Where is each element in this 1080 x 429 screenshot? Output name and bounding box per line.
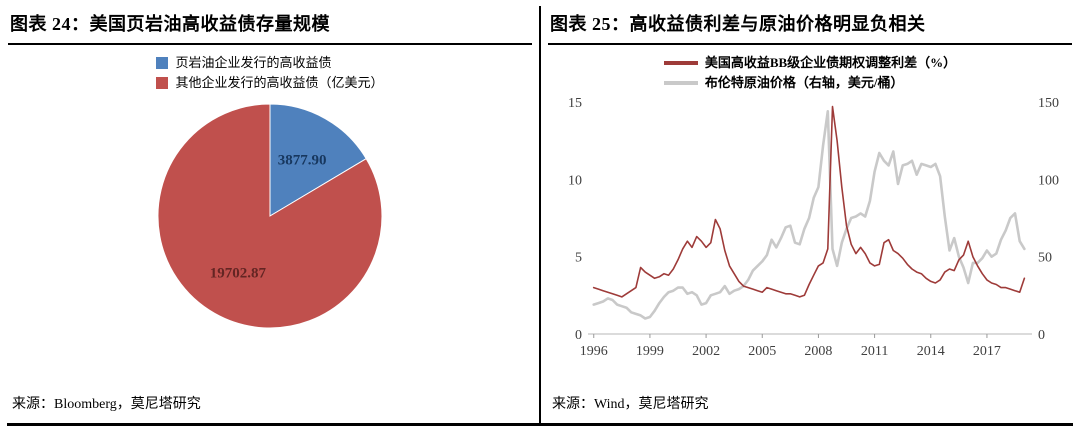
- figure-25-title-rule: [548, 43, 1072, 45]
- left-axis-tick-label: 0: [575, 328, 582, 343]
- legend-swatch-other-square: [156, 76, 169, 89]
- pie-chart: 3877.90 19702.87: [157, 103, 383, 329]
- pie-legend-row-shale: 页岩油企业发行的高收益债: [156, 55, 383, 70]
- pie-legend-label-shale: 页岩油企业发行的高收益债: [175, 55, 332, 70]
- series-line-right: [592, 109, 1026, 320]
- right-axis-tick-label: 0: [1038, 328, 1045, 343]
- series-line-left: [592, 105, 1026, 298]
- left-axis-tick-label: 15: [568, 96, 582, 111]
- pie-value-label-1: 19702.87: [210, 266, 267, 282]
- line-legend-label-spread: 美国高收益BB级企业债期权调整利差（%）: [704, 55, 957, 70]
- x-axis-tick-label: 1996: [580, 344, 608, 359]
- x-axis-tick-label: 2014: [917, 344, 945, 359]
- x-axis-tick-label: 2002: [692, 344, 720, 359]
- pie-legend: 页岩油企业发行的高收益债 其他企业发行的高收益债（亿美元）: [156, 55, 384, 90]
- pie-slice-1: [157, 103, 383, 329]
- x-axis-tick-label: 2011: [861, 344, 888, 359]
- pie-legend-label-other: 其他企业发行的高收益债（亿美元）: [175, 75, 384, 90]
- right-axis-tick-label: 100: [1038, 173, 1059, 188]
- x-axis-tick-label: 2017: [973, 344, 1001, 359]
- line-legend: 美国高收益BB级企业债期权调整利差（%） 布伦特原油价格（右轴，美元/桶）: [663, 55, 957, 90]
- pie-slice-0: [269, 103, 367, 217]
- line-chart-area: 0 5 10 15 0 50 100 150 1996 1999 2002 2005 2008 2011 2…: [548, 90, 1072, 375]
- x-axis-tick-label: 2005: [748, 344, 776, 359]
- line-legend-label-brent: 布伦特原油价格（右轴，美元/桶）: [704, 75, 904, 90]
- bottom-rule: [7, 423, 1073, 426]
- pie-legend-row-other: 其他企业发行的高收益债（亿美元）: [156, 75, 384, 90]
- figure-24-title-rule: [8, 43, 532, 45]
- line-legend-row-spread: 美国高收益BB级企业债期权调整利差（%）: [663, 55, 957, 70]
- panel-figure-25: 图表 25：高收益债利差与原油价格明显负相关 美国高收益BB级企业债期权调整利差…: [540, 0, 1080, 429]
- pie-chart-area: 3877.90 19702.87: [8, 90, 532, 347]
- right-axis-tick-label: 150: [1038, 96, 1059, 111]
- x-axis-tick-label: 1999: [636, 344, 664, 359]
- pie-value-label-0: 3877.90: [278, 153, 327, 169]
- panel-figure-24: 图表 24：美国页岩油高收益债存量规模 页岩油企业发行的高收益债 其他企业发行的…: [8, 14, 532, 412]
- panel-divider: [539, 6, 541, 423]
- legend-swatch-shale-square: [156, 56, 169, 69]
- legend-swatch-brent-line: [663, 80, 698, 85]
- line-legend-row-brent: 布伦特原油价格（右轴，美元/桶）: [663, 75, 956, 90]
- legend-swatch-spread-line: [663, 60, 698, 65]
- figure-24-title: 图表 24：美国页岩油高收益债存量规模: [10, 14, 330, 34]
- left-axis-tick-label: 5: [575, 251, 582, 266]
- left-axis-tick-label: 10: [568, 173, 582, 188]
- x-axis-tick-label: 2008: [804, 344, 832, 359]
- figure-25-title: 图表 25：高收益债利差与原油价格明显负相关: [550, 14, 926, 34]
- figure-24-source: 来源：Bloomberg，莫尼塔研究: [12, 397, 201, 412]
- right-axis-tick-label: 50: [1038, 251, 1052, 266]
- figure-25-source: 来源：Wind，莫尼塔研究: [552, 397, 709, 412]
